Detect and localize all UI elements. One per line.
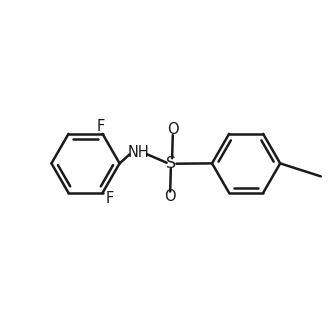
Text: F: F bbox=[106, 191, 114, 206]
Text: O: O bbox=[167, 122, 179, 138]
Text: F: F bbox=[97, 119, 105, 134]
Text: S: S bbox=[166, 156, 177, 171]
Text: O: O bbox=[164, 189, 176, 204]
Text: NH: NH bbox=[127, 145, 149, 159]
